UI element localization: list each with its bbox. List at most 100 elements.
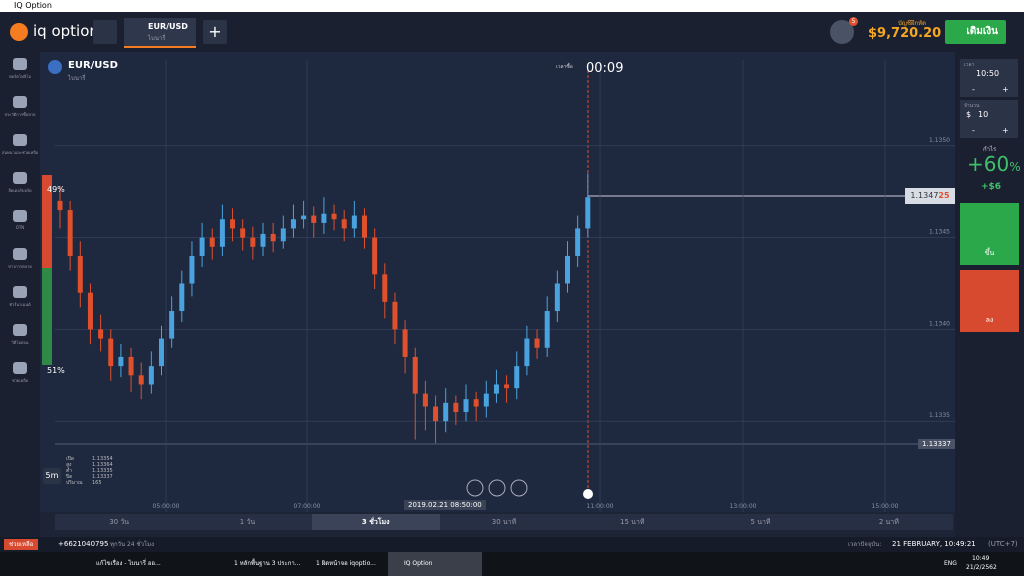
grid-button[interactable] [93, 20, 117, 44]
ohlc-label: สูง [66, 462, 72, 468]
time-box[interactable]: เวลา 10:50 - + [960, 59, 1018, 97]
sidebar-icon[interactable] [13, 248, 27, 260]
timeframe[interactable]: 3 ชั่วโมง [311, 514, 440, 530]
sidebar: พอร์ตโฟลิโอ ประวัติการซื้อขาย สนทนาและช่วย… [0, 52, 40, 537]
up-button[interactable]: ขึ้น [960, 203, 1019, 265]
candle-body [585, 197, 591, 229]
candle-body [250, 237, 256, 247]
timeframe[interactable]: 30 นาที [491, 518, 517, 526]
candle-body [260, 233, 266, 247]
buy-pct: 51% [47, 366, 65, 375]
y-tick-label: 1.1335 [929, 412, 950, 419]
candle-body [463, 399, 469, 413]
candle-body [524, 338, 530, 367]
ohlc-value: 1.13364 [92, 462, 113, 468]
current-price: 1.134725 [905, 188, 955, 204]
center [488, 479, 506, 497]
ohlc-row: ต่ำ 1.13335 [66, 468, 113, 474]
minus[interactable]: - [972, 126, 975, 135]
timeframe[interactable]: 15 นาที [620, 518, 645, 526]
candle-body [372, 237, 378, 275]
timeframes: 30 วัน 1 วัน 3 ชั่วโมง 30 นาที 15 นาที 5 นาที… [55, 514, 953, 530]
candle-body [138, 375, 144, 385]
profit-unit: % [1009, 160, 1021, 174]
ohlc: เปิด 1.13354 สูง 1.13364 ต่ำ 1.13335 ปิด 1.1333… [66, 456, 113, 486]
task-app[interactable]: 1 ผิดหน้าจอ iqoptio... [316, 560, 376, 567]
zoom-in [510, 479, 528, 497]
amount: 10 [978, 110, 989, 119]
ohlc-row: ปิด 1.13337 [66, 474, 113, 480]
candle-body [128, 356, 134, 376]
candle-body [159, 338, 164, 367]
candle-body [362, 215, 367, 238]
y-tick-label: 1.1340 [929, 320, 950, 327]
x-tick-label: 15:00:00 [872, 503, 899, 510]
asset-name[interactable]: EUR/USD [68, 60, 118, 71]
header: iq option EUR/USD ไบนารี่ + 5 บัญชีฝึกหั… [0, 12, 1024, 52]
profit: +60% [967, 152, 1021, 176]
amount-box[interactable]: จำนวน $ 10 - + [960, 100, 1018, 138]
sidebar-icon[interactable] [13, 58, 27, 70]
candle-body [493, 384, 499, 394]
sidebar-label: ประวัติการซื้อขาย [4, 112, 36, 117]
candle-body [240, 228, 246, 238]
plus[interactable]: + [1002, 85, 1009, 94]
candle-body [443, 402, 449, 422]
candle-body [179, 283, 185, 312]
candle-body [473, 399, 479, 407]
candle-body [351, 215, 357, 229]
time: 10:50 [976, 69, 1000, 78]
sidebar-icon[interactable] [13, 172, 27, 184]
amount-label: จำนวน [964, 103, 980, 109]
timeframe[interactable]: 30 วัน [109, 518, 130, 526]
candle-body [504, 384, 510, 389]
task-app[interactable]: แก้ไขเรื่อง - ไบนารี่ ออ... [96, 560, 161, 567]
candle-body [219, 219, 225, 247]
balance[interactable]: $9,720.20 [868, 26, 942, 41]
sidebar-icon[interactable] [13, 286, 27, 298]
task-app[interactable]: IQ Option [388, 552, 482, 576]
task-app[interactable]: 1 หลักพื้นฐาน 3 ประกา... [234, 560, 301, 567]
ohlc-row: เปิด 1.13354 [66, 456, 113, 462]
sidebar-label: พอร์ตโฟลิโอ [9, 74, 31, 79]
sidebar-icon[interactable] [13, 210, 27, 222]
sidebar-icon[interactable] [13, 96, 27, 108]
candle-body [57, 200, 63, 211]
asset-tab[interactable]: EUR/USD ไบนารี่ [124, 18, 196, 48]
candle-body [392, 301, 398, 330]
support[interactable]: ช่วยเหลือ [4, 539, 39, 550]
timer-label: เวลาซื้อ [556, 64, 573, 70]
title-bar: IQ Option [0, 0, 1024, 12]
sidebar-label: วิดีโอสอน [11, 340, 29, 345]
chart-bg [40, 52, 955, 512]
candle-body [230, 219, 236, 229]
ohlc-label: เปิด [66, 456, 75, 462]
taskbar: ENG 10:49 21/2/2562 แก้ไขเรื่อง - ไบนารี… [0, 552, 1024, 576]
crosshair-time: 2019.02.21 08:50:00 [404, 500, 486, 510]
y-tick-label: 1.1350 [929, 137, 950, 144]
x-tick-label: 07:00:00 [294, 503, 321, 510]
timeframe[interactable]: 2 นาที [878, 518, 899, 526]
down-button[interactable]: ลง [960, 270, 1019, 332]
profit-label: กำไร [983, 146, 997, 153]
add-tab[interactable]: + [203, 20, 227, 44]
time-label: เวลา [964, 62, 975, 68]
timeframe[interactable]: 5 นาที [750, 518, 771, 526]
sidebar-icon[interactable] [13, 324, 27, 336]
minus[interactable]: - [972, 85, 975, 94]
ohlc-value: 1.13335 [92, 468, 113, 474]
sidebar-icon[interactable] [13, 134, 27, 146]
sidebar-icon[interactable] [13, 362, 27, 374]
candle-body [331, 213, 337, 220]
datetime: 21 FEBRUARY, 10:49:21 [892, 540, 976, 548]
candle-body [412, 356, 418, 394]
plus[interactable]: + [1002, 126, 1009, 135]
candle-body [169, 311, 175, 339]
candle-size[interactable]: 5m [43, 468, 61, 484]
timeframe[interactable]: 1 วัน [239, 518, 256, 526]
expiry-marker [583, 489, 593, 499]
deposit-button[interactable]: เติมเงิน [945, 20, 1006, 44]
date: 21/2/2562 [966, 564, 997, 571]
sidebar-label: ลีดเดอร์บอร์ด [8, 188, 32, 193]
